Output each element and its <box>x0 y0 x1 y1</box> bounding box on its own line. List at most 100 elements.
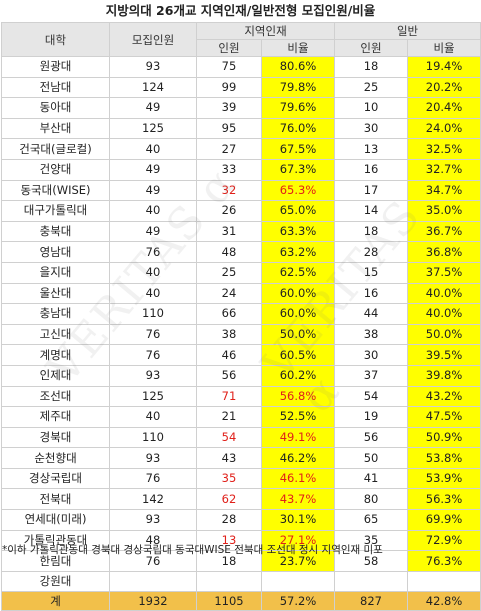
table-row: 건국대(글로컬) 40 27 67.5% 13 32.5% <box>1 138 481 160</box>
cell-univ: 순천향대 <box>1 447 110 469</box>
table-row: 제주대 40 21 52.5% 19 47.5% <box>1 406 481 428</box>
cell-univ: 인제대 <box>1 364 110 387</box>
cell-quota: 110 <box>109 303 197 325</box>
cell-univ: 조선대 <box>1 385 110 408</box>
cell-regional-ratio: 56.8% <box>260 385 336 408</box>
cell-regional-count: 48 <box>196 241 262 263</box>
cell-general-ratio: 50.9% <box>407 426 481 449</box>
cell-general-count: 28 <box>334 241 409 263</box>
cell-regional-count: 99 <box>196 76 262 99</box>
header-regional: 지역인재 <box>195 22 336 40</box>
total-label: 계 <box>1 591 110 611</box>
table-row: 연세대(미래) 93 28 30.1% 65 69.9% <box>1 509 481 531</box>
cell-general-ratio: 32.7% <box>407 158 481 181</box>
cell-regional-count: 54 <box>196 426 262 449</box>
table-row: 계명대 76 46 60.5% 30 39.5% <box>1 344 481 366</box>
cell-general-ratio: 39.8% <box>407 364 481 387</box>
header-quota: 모집인원 <box>109 22 197 57</box>
cell-general-ratio: 39.5% <box>407 344 481 366</box>
cell-general-count: 50 <box>334 447 409 469</box>
cell-regional-count: 25 <box>196 261 262 284</box>
cell-general-count: 14 <box>334 200 409 222</box>
cell-general-ratio: 56.3% <box>407 488 481 511</box>
total-row: 계 1932 1105 57.2% 827 42.8% <box>1 591 481 611</box>
cell-general-count: 38 <box>334 323 409 346</box>
cell-regional-count: 62 <box>196 488 262 511</box>
cell-general-ratio: 34.7% <box>407 179 481 202</box>
cell-regional-count: 31 <box>196 220 262 243</box>
cell-general-count: 80 <box>334 488 409 511</box>
cell-regional-ratio: 65.0% <box>260 200 336 222</box>
cell-regional-count: 35 <box>196 467 262 490</box>
cell-quota: 49 <box>109 179 197 202</box>
cell-quota <box>109 570 197 593</box>
cell-regional-ratio: 63.2% <box>260 241 336 263</box>
cell-general-count: 41 <box>334 467 409 490</box>
cell-regional-count: 71 <box>196 385 262 408</box>
total-general-count: 827 <box>334 591 409 611</box>
table-row: 경북대 110 54 49.1% 56 50.9% <box>1 426 481 449</box>
cell-general-ratio: 36.7% <box>407 220 481 243</box>
cell-regional-count: 24 <box>196 282 262 305</box>
table-row: 고신대 76 38 50.0% 38 50.0% <box>1 323 481 346</box>
cell-regional-count <box>196 570 262 593</box>
cell-regional-count: 43 <box>196 447 262 469</box>
table-row: 전남대 124 99 79.8% 25 20.2% <box>1 76 481 99</box>
cell-regional-ratio: 49.1% <box>260 426 336 449</box>
cell-general-count: 17 <box>334 179 409 202</box>
cell-general-ratio: 19.4% <box>407 56 481 78</box>
cell-quota: 49 <box>109 220 197 243</box>
cell-general-ratio: 40.0% <box>407 303 481 325</box>
cell-univ: 을지대 <box>1 261 110 284</box>
cell-regional-ratio: 43.7% <box>260 488 336 511</box>
cell-regional-count: 66 <box>196 303 262 325</box>
cell-general-ratio: 36.8% <box>407 241 481 263</box>
cell-quota: 93 <box>109 447 197 469</box>
header-general-count: 인원 <box>334 39 409 57</box>
cell-quota: 49 <box>109 158 197 181</box>
cell-univ: 고신대 <box>1 323 110 346</box>
cell-univ: 동국대(WISE) <box>1 179 110 202</box>
cell-quota: 142 <box>109 488 197 511</box>
cell-regional-ratio: 67.3% <box>260 158 336 181</box>
cell-general-count: 65 <box>334 509 409 531</box>
table-row: 을지대 40 25 62.5% 15 37.5% <box>1 261 481 284</box>
cell-general-count: 18 <box>334 220 409 243</box>
cell-univ: 원광대 <box>1 56 110 78</box>
cell-quota: 93 <box>109 56 197 78</box>
cell-univ: 대구가톨릭대 <box>1 200 110 222</box>
cell-general-ratio: 53.9% <box>407 467 481 490</box>
cell-univ: 경상국립대 <box>1 467 110 490</box>
cell-quota: 76 <box>109 467 197 490</box>
header-univ: 대학 <box>1 22 110 57</box>
cell-general-count: 10 <box>334 97 409 119</box>
cell-regional-ratio: 60.0% <box>260 303 336 325</box>
cell-general-count: 19 <box>334 406 409 428</box>
cell-regional-count: 27 <box>196 138 262 160</box>
table-row: 전북대 142 62 43.7% 80 56.3% <box>1 488 481 511</box>
cell-regional-count: 39 <box>196 97 262 119</box>
table-row: 영남대 76 48 63.2% 28 36.8% <box>1 241 481 263</box>
footnote: *이하 가톨릭관동대 경북대 경상국립대 동국대WISE 전북대 조선대 정시 … <box>2 544 383 556</box>
table-row: 가톨릭관동대 48 13 27.1% 35 72.9% <box>1 529 481 552</box>
cell-general-count: 30 <box>334 344 409 366</box>
cell-regional-ratio: 46.1% <box>260 467 336 490</box>
table-row: 조선대 125 71 56.8% 54 43.2% <box>1 385 481 408</box>
table-row: 원광대 93 75 80.6% 18 19.4% <box>1 56 481 78</box>
cell-general-ratio: 32.5% <box>407 138 481 160</box>
cell-univ: 건양대 <box>1 158 110 181</box>
cell-general-count: 18 <box>334 56 409 78</box>
cell-univ: 전북대 <box>1 488 110 511</box>
cell-univ: 전남대 <box>1 76 110 99</box>
cell-quota: 40 <box>109 261 197 284</box>
table-row: 순천향대 93 43 46.2% 50 53.8% <box>1 447 481 469</box>
cell-regional-ratio: 79.6% <box>260 97 336 119</box>
cell-regional-count: 21 <box>196 406 262 428</box>
table-row: 동국대(WISE) 49 32 65.3% 17 34.7% <box>1 179 481 202</box>
cell-quota: 124 <box>109 76 197 99</box>
cell-regional-count: 75 <box>196 56 262 78</box>
cell-regional-count: 26 <box>196 200 262 222</box>
cell-quota: 76 <box>109 241 197 263</box>
cell-regional-ratio: 63.3% <box>260 220 336 243</box>
cell-general-ratio: 20.2% <box>407 76 481 99</box>
